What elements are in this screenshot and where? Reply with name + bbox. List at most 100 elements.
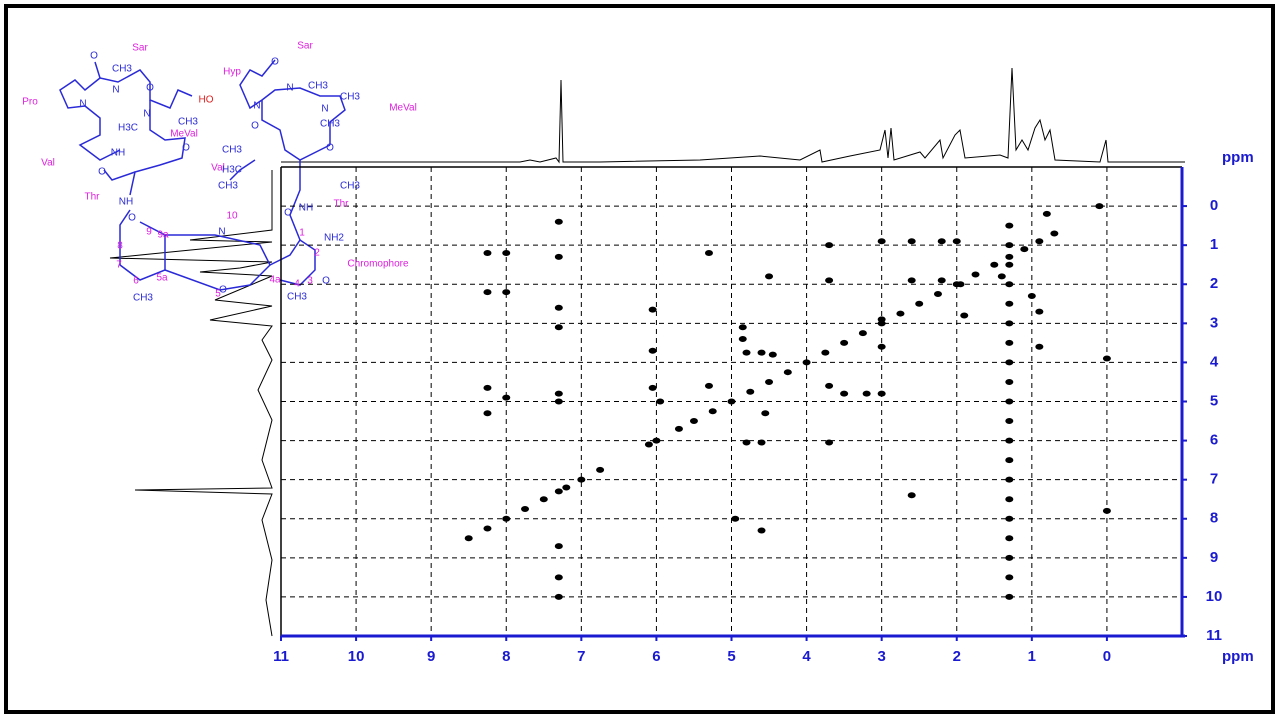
cross-peak [802,359,811,366]
y-tick-label: 5 [1210,392,1218,409]
x-tick-label: 4 [802,648,811,665]
atom-label: N [218,227,225,238]
y-tick-label: 7 [1210,471,1218,488]
atom-label: N [143,109,150,120]
x-tick-label: 2 [953,648,961,665]
residue-label: Sar [297,41,313,52]
residue-label: Sar [132,43,148,54]
cross-peak [757,439,766,446]
cross-peak [1005,222,1014,229]
cross-peak [952,238,961,245]
residue-label: Hyp [223,67,241,78]
cross-peak [1005,398,1014,405]
cross-peak [1102,507,1111,514]
atom-label: H3C [222,165,242,176]
cross-peak [554,593,563,600]
residue-label: Pro [22,97,38,108]
cross-peak [1005,418,1014,425]
cross-peak [915,300,924,307]
y-tick-label: 4 [1210,353,1219,370]
cross-peak [1035,238,1044,245]
cross-peak [877,343,886,350]
cross-peak [783,369,792,376]
cross-peak [1005,261,1014,268]
cross-peak [562,484,571,491]
atom-label: O [182,143,190,154]
cross-peak [554,398,563,405]
cross-peak [577,476,586,483]
cross-peak [877,316,886,323]
residue-label: 4a [269,275,281,286]
x-tick-label: 8 [502,648,510,665]
y-tick-label: 8 [1210,510,1218,527]
residue-label: 1 [299,228,305,239]
cross-peak [825,382,834,389]
cross-peak [907,492,916,499]
residue-label: Chromophore [347,259,409,270]
cross-peak [862,390,871,397]
residue-label: 4 [294,279,300,290]
cross-peak [648,347,657,354]
top-projection [281,67,1185,164]
x-axis-label: ppm [1222,149,1254,166]
cross-peak [907,238,916,245]
hydroxyl-label: HO [199,95,214,106]
cross-peak [1095,203,1104,210]
atom-label: CH3 [222,145,242,156]
cross-peak [821,349,830,356]
cross-peak [858,330,867,337]
cross-peak [554,324,563,331]
cross-peak [765,378,774,385]
residue-label: Thr [334,199,350,210]
atom-label: H3C [118,123,138,134]
cross-peak [738,335,747,342]
residue-label: Val [41,158,55,169]
atom-label: NH2 [324,233,344,244]
residue-label: 5a [156,273,168,284]
atom-label: N [79,99,86,110]
x-tick-label: 6 [652,648,660,665]
cross-peak [1005,593,1014,600]
cross-peak [731,515,740,522]
atom-label: O [90,51,98,62]
atom-label: N [253,101,260,112]
cross-peak [997,273,1006,280]
x-tick-label: 9 [427,648,435,665]
frame [4,4,1275,714]
atom-label: O [219,285,227,296]
cross-peak [704,249,713,256]
cross-peak [960,312,969,319]
cross-peak [1005,437,1014,444]
residue-label: 3 [307,276,313,287]
cross-peak [727,398,736,405]
plot-area [280,166,1187,641]
y-tick-label: 11 [1206,627,1222,644]
atom-label: O [326,143,334,154]
cross-peak [483,384,492,391]
cross-peak [1005,300,1014,307]
cross-peak [742,349,751,356]
atom-label: O [322,276,330,287]
cross-peak [937,238,946,245]
residue-label: 9a [157,230,169,241]
atom-label: O [271,57,279,68]
cross-peak [483,249,492,256]
atom-label: N [321,104,328,115]
cross-peak [483,289,492,296]
cross-peak [483,410,492,417]
residue-label: 5 [215,289,221,300]
cross-peak [956,281,965,288]
cross-peak [765,273,774,280]
cross-peak [1050,230,1059,237]
atom-label: N [112,85,119,96]
cross-peak [896,310,905,317]
atom-label: CH3 [340,181,360,192]
cross-peak [554,574,563,581]
cross-peak [742,439,751,446]
cross-peak [521,505,530,512]
atom-label: CH3 [340,92,360,103]
cross-peak [1005,281,1014,288]
cross-peak [738,324,747,331]
atom-label: CH3 [178,117,198,128]
cross-peak [825,439,834,446]
